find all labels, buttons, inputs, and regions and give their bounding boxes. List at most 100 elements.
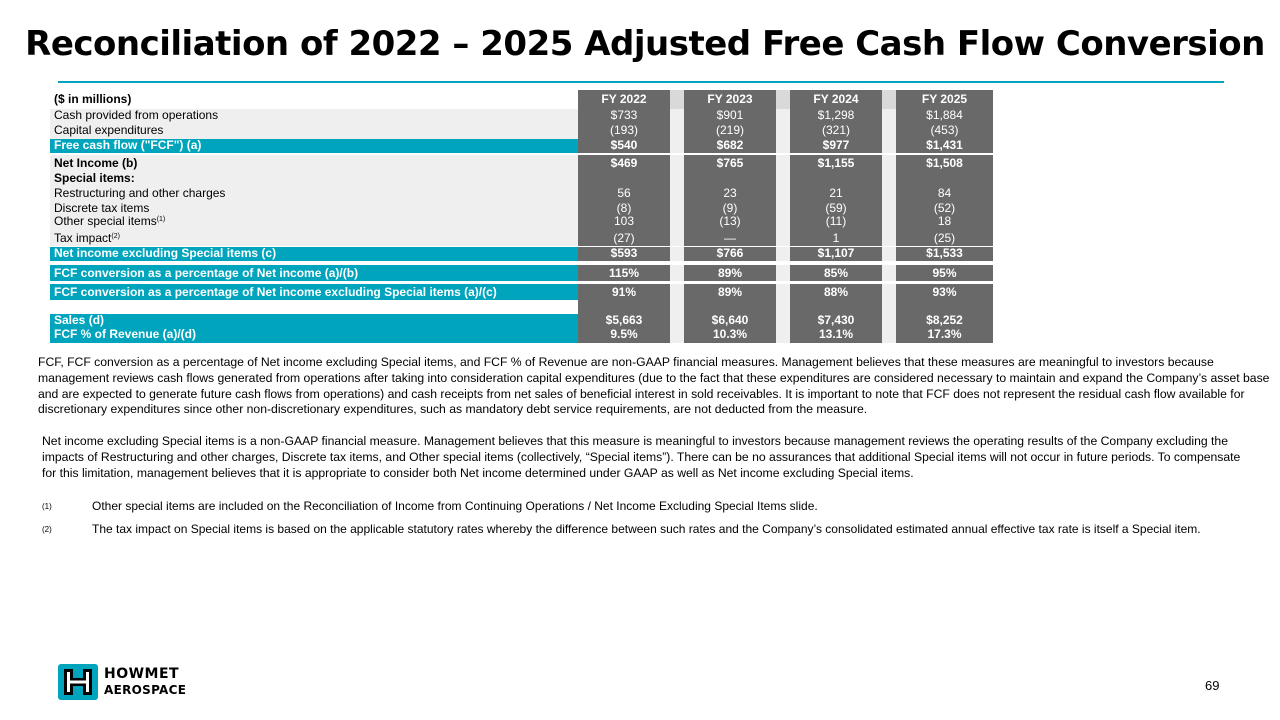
column-fy2022-bg — [578, 90, 670, 343]
table-cell: 13.1% — [818, 327, 854, 341]
logo-text: HOWMET — [104, 666, 180, 682]
table-row: Restructuring and other charges 56 23 21… — [50, 187, 993, 202]
table-cell: 56 — [617, 186, 631, 200]
table-cell: 23 — [723, 186, 737, 200]
footnote-mark: (1) — [42, 502, 52, 511]
table-cell: $1,298 — [817, 108, 855, 122]
table-cell: (27) — [613, 231, 635, 245]
header-label-bg — [50, 90, 578, 109]
column-fy2024-bg — [790, 90, 882, 343]
table-cell: (219) — [715, 123, 744, 137]
table-cell: 89% — [717, 285, 743, 299]
table-cell: $1,107 — [817, 246, 855, 260]
table-cell: (59) — [825, 201, 847, 215]
table-cell: 115% — [608, 266, 640, 280]
table-cell: 95% — [932, 266, 957, 280]
logo-text: AEROSPACE — [104, 683, 187, 697]
row-label: Restructuring and other charges — [50, 187, 578, 202]
table-row-highlight: FCF conversion as a percentage of Net in… — [50, 265, 993, 281]
row-label: Tax impact(2) — [50, 230, 578, 246]
table-row: Tax impact(2) (27) — 1 (25) — [50, 230, 993, 246]
row-label-spacer — [50, 185, 578, 187]
year-header: FY 2022 — [601, 92, 647, 106]
table-cell: $469 — [610, 156, 638, 170]
table-cell: $6,640 — [711, 313, 749, 327]
header-gap — [776, 90, 790, 109]
table-cell: (453) — [930, 123, 959, 137]
row-label: Other special items(1) — [50, 215, 578, 230]
table-row-highlight: Sales (d) $5,663 $6,640 $7,430 $8,252 — [50, 314, 993, 328]
table-cell: $8,252 — [926, 313, 963, 327]
table-cell: 9.5% — [610, 327, 638, 341]
header-gap — [882, 90, 896, 109]
row-label: Special items: — [50, 172, 578, 185]
table-cell: $540 — [610, 138, 638, 152]
company-logo: HOWMET AEROSPACE — [58, 664, 198, 700]
table-cell: 88% — [823, 285, 849, 299]
footnote-text: The tax impact on Special items is based… — [92, 522, 1201, 536]
row-separator — [50, 153, 993, 155]
footnote-ref: (2) — [111, 233, 120, 240]
reconciliation-table: ($ in millions) FY 2022 FY 2023 FY 2024 … — [50, 90, 993, 343]
row-label: Discrete tax items — [50, 202, 578, 215]
table-cell: (52) — [933, 201, 956, 215]
table-row-highlight: Free cash flow ("FCF") (a) $540 $682 $97… — [50, 139, 993, 153]
table-cell: $1,431 — [926, 138, 963, 152]
table-row: Capital expenditures (193) (219) (321) (… — [50, 124, 993, 139]
table-row: Special items: — [50, 172, 993, 185]
table-cell: 89% — [717, 266, 743, 280]
table-cell: 18 — [937, 214, 952, 228]
row-separator — [50, 246, 993, 247]
table-row-highlight: Net income excluding Special items (c) $… — [50, 247, 993, 261]
table-cell: $1,533 — [926, 246, 963, 260]
footnote-mark: (2) — [42, 525, 52, 534]
page-number: 69 — [1205, 678, 1220, 693]
row-separator — [50, 261, 993, 265]
table-cell: $7,430 — [817, 313, 855, 327]
table-cell: $766 — [716, 246, 744, 260]
table-row-spacer — [50, 185, 993, 187]
row-label-text: Other special items — [54, 215, 157, 228]
table-cell: $901 — [716, 108, 744, 122]
table-row: Net Income (b) $469 $765 $1,155 $1,508 — [50, 155, 993, 172]
table-cell: 103 — [613, 214, 635, 228]
table-row: Cash provided from operations $733 $901 … — [50, 109, 993, 124]
table-cell: 21 — [829, 186, 843, 200]
column-fy2023-bg — [684, 90, 776, 343]
year-header: FY 2024 — [813, 92, 859, 106]
table-cell: $733 — [610, 108, 638, 122]
row-label-text: Tax impact — [54, 231, 112, 245]
row-label: FCF % of Revenue (a)/(d) — [50, 328, 578, 343]
table-cell: $682 — [716, 138, 744, 152]
table-cell: 93% — [932, 285, 957, 299]
table-cell: $1,884 — [926, 108, 963, 122]
table-cell: $5,663 — [605, 313, 643, 327]
table-cell: (321) — [821, 123, 850, 137]
table-row-spacer — [50, 300, 993, 314]
page-title: Reconciliation of 2022 – 2025 Adjusted F… — [25, 24, 1265, 64]
table-row-highlight: FCF % of Revenue (a)/(d) 9.5% 10.3% 13.1… — [50, 328, 993, 343]
row-label: FCF conversion as a percentage of Net in… — [50, 265, 578, 281]
table-cell: (193) — [609, 123, 638, 137]
table-cell: 85% — [823, 266, 849, 280]
table-cell: $765 — [716, 156, 744, 170]
net-income-definition-paragraph: Net income excluding Special items is a … — [42, 434, 1241, 480]
table-cell: 10.3% — [712, 327, 748, 341]
row-label: Capital expenditures — [50, 124, 578, 139]
table-cell: (11) — [825, 214, 847, 228]
year-header: FY 2025 — [921, 92, 968, 106]
table-cell: (13) — [719, 214, 741, 228]
howmet-logo-icon — [58, 664, 98, 700]
table-cell: 84 — [937, 186, 952, 200]
row-label-spacer — [50, 300, 578, 314]
row-label: FCF conversion as a percentage of Net in… — [50, 284, 578, 300]
row-separator — [50, 281, 993, 284]
header-gap — [670, 90, 684, 109]
row-label: Cash provided from operations — [50, 109, 578, 124]
table-cell: (25) — [933, 231, 956, 245]
footnote-ref: (1) — [156, 216, 166, 223]
footnote-text: Other special items are included on the … — [92, 499, 818, 513]
table-cell: (8) — [616, 201, 632, 215]
units-label: ($ in millions) — [54, 93, 132, 106]
table-cell: $977 — [822, 138, 850, 152]
